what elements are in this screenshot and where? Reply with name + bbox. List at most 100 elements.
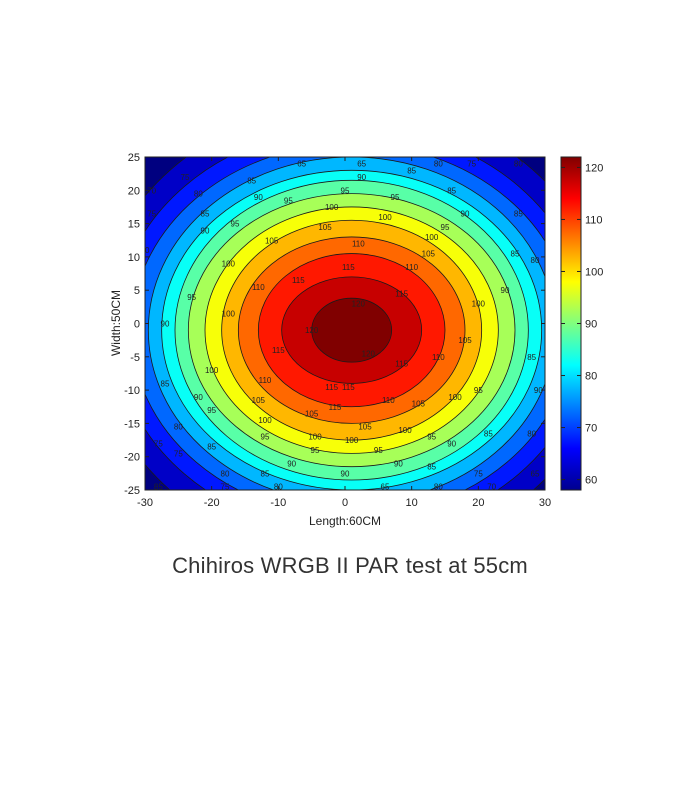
contour-label: 95 [311,446,320,455]
contour-label: 120 [352,300,366,309]
colorbar-tick-label: 110 [585,214,603,226]
contour-label: 95 [427,433,436,442]
colorbar-tick-label: 100 [585,266,603,278]
contour-label: 65 [531,469,540,478]
contour-label: 115 [292,276,305,285]
contour-label: 70 [147,186,156,195]
contour-label: 90 [141,246,150,255]
contour-label: 90 [341,469,350,478]
contour-label: 80 [527,429,536,438]
contour-label: 75 [174,449,183,458]
x-tick-label: 10 [406,497,418,509]
contour-label: 85 [207,443,216,452]
contour-label: 115 [342,383,355,392]
x-tick-label: -10 [270,497,286,509]
x-tick-label: 0 [342,497,348,509]
y-axis: -25 -20 -15 -10 -5 0 5 10 15 20 25 [124,152,545,497]
contour-label: 90 [287,459,296,468]
contour-label: 100 [398,426,412,435]
contour-label: 95 [374,446,383,455]
y-tick-label: -5 [130,352,140,364]
x-axis-label: Length:60CM [309,514,381,528]
colorbar-ticks: 60 70 80 90 100 110 120 [561,162,603,487]
contour-label: 110 [432,353,445,362]
contour-label: 75 [154,439,163,448]
contour-label: 110 [352,240,365,249]
contour-label: 85 [154,483,163,492]
contour-label: 105 [252,396,266,405]
colorbar-tick-label: 90 [585,319,597,331]
contour-label: 90 [447,439,456,448]
contour-label: 100 [472,300,486,309]
contour-label: 105 [422,250,436,259]
contour-label: 115 [342,263,355,272]
contour-label: 80 [434,160,443,169]
contour-label: 115 [272,346,285,355]
y-axis-label: Width:50CM [109,290,123,356]
contour-label: 100 [258,416,272,425]
contour-label: 85 [201,210,210,219]
contour-label: 85 [161,379,170,388]
contour-label: 95 [341,186,350,195]
colorbar: 60 70 80 90 100 110 120 [560,156,603,491]
contour-label: 100 [205,366,219,375]
contour-label: 90 [394,459,403,468]
contour-label: 65 [297,160,306,169]
contour-label: 110 [382,396,395,405]
contour-label: 95 [231,220,240,229]
x-axis: -30 -20 -10 0 10 20 30 [137,157,551,509]
contour-label: 110 [405,263,418,272]
contour-label: 105 [358,423,372,432]
x-tick-label: 20 [472,497,484,509]
contour-label: 105 [318,223,332,232]
contour-label: 105 [305,409,319,418]
contour-label: 115 [329,403,342,412]
contour-label: 90 [534,386,543,395]
y-tick-label: 20 [128,185,140,197]
contour-label: 75 [181,173,190,182]
contour-label: 75 [474,469,483,478]
contour-label: 70 [487,483,496,492]
contour-label: 75 [467,160,476,169]
contour-label: 115 [325,383,338,392]
contour-label: 90 [357,173,366,182]
y-tick-label: 0 [134,319,140,331]
contour-label: 100 [222,310,236,319]
x-tick-label: -20 [204,497,220,509]
contour-label: 75 [147,210,156,219]
contour-fills [145,157,545,490]
contour-label: 105 [265,236,279,245]
contour-label: 85 [514,210,523,219]
contour-label: 95 [187,293,196,302]
contour-label: 100 [345,436,359,445]
contour-label: 100 [222,260,236,269]
contour-label: 95 [261,433,270,442]
y-tick-label: 15 [128,219,140,231]
contour-label: 120 [305,326,319,335]
contour-label: 95 [391,193,400,202]
contour-label: 85 [261,469,270,478]
contour-label: 80 [221,469,230,478]
contour-label: 105 [412,399,426,408]
contour-label: 115 [395,359,408,368]
contour-label: 85 [407,166,416,175]
y-tick-label: -20 [124,452,140,464]
x-tick-label: 30 [539,497,551,509]
y-tick-label: -10 [124,385,140,397]
contour-label: 100 [425,233,439,242]
contour-label: 90 [161,320,170,329]
contour-label: 85 [247,176,256,185]
y-tick-label: -15 [124,418,140,430]
contour-label: 90 [254,193,263,202]
contour-label: 80 [434,483,443,492]
contour-label: 105 [458,336,472,345]
contour-label: 120 [362,349,376,358]
contour-label: 110 [252,283,265,292]
y-tick-label: 25 [128,152,140,164]
contour-label: 100 [448,393,462,402]
contour-label: 95 [207,406,216,415]
contour-labels: 65 65 80 75 80 75 70 80 75 85 85 90 90 85 95 95 85 90 95 10… [141,160,543,492]
contour-label: 85 [527,353,536,362]
colorbar-tick-label: 70 [585,423,597,435]
